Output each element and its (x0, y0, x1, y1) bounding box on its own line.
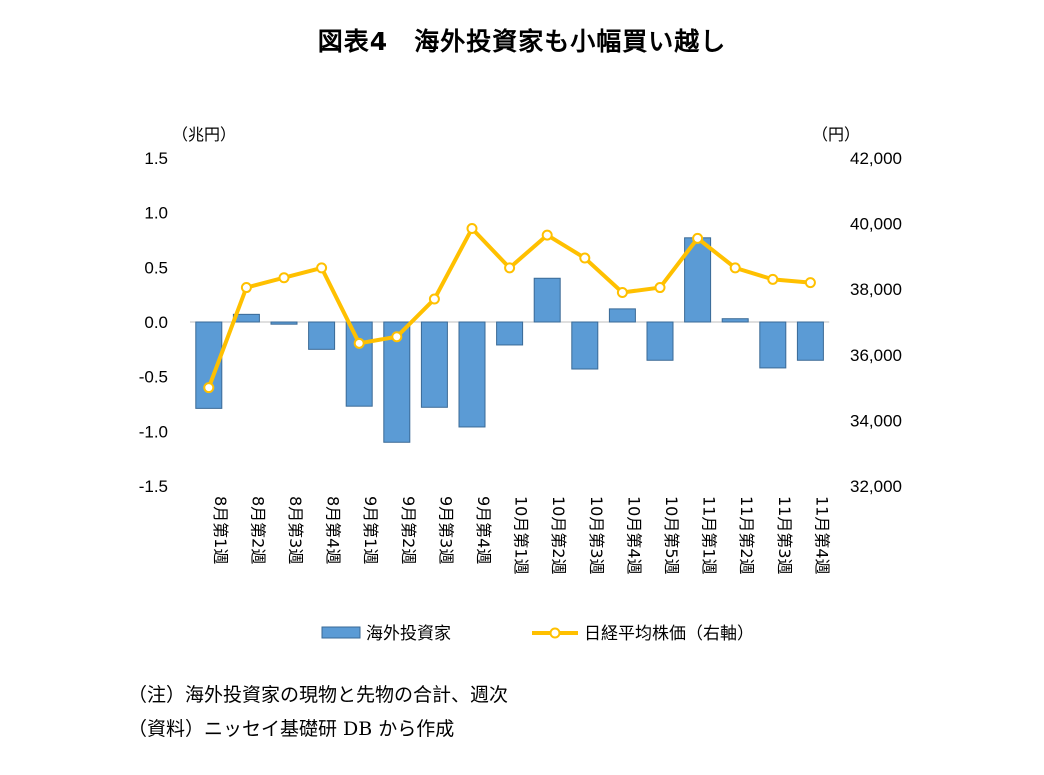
bar (308, 321, 336, 350)
x-category-label: 8月第4週 (324, 496, 343, 564)
bar (533, 277, 561, 323)
x-category-label: 10月第3週 (587, 496, 606, 575)
line-point (203, 382, 215, 394)
x-category-label: 9月第3週 (436, 496, 455, 564)
legend-bar-label: 海外投資家 (366, 624, 451, 644)
x-category-label: 11月第4週 (812, 496, 831, 575)
bar (420, 321, 448, 408)
left-tick-label: 1.0 (144, 204, 168, 223)
line-point (654, 282, 666, 294)
nikkei-line (206, 226, 811, 389)
legend-line-label: 日経平均株価（右軸） (584, 624, 754, 644)
line-point (316, 262, 328, 274)
left-tick-label: -1.0 (139, 422, 168, 441)
line-point (579, 252, 591, 264)
bar (796, 321, 824, 361)
line-point (767, 273, 779, 285)
bar (646, 321, 674, 361)
legend-bar-swatch (321, 626, 361, 639)
left-tick-label: -0.5 (139, 368, 168, 387)
right-axis-unit: （円） (812, 125, 860, 144)
line-point (353, 337, 365, 349)
bar (496, 321, 524, 346)
chart-title: 図表4 海外投資家も小幅買い越し (317, 27, 727, 56)
right-tick-label: 32,000 (850, 477, 902, 496)
line-point (504, 262, 516, 274)
line-point (692, 232, 704, 244)
legend-line-marker (549, 627, 561, 639)
bar (458, 321, 486, 428)
line-point (391, 331, 403, 343)
x-category-label: 10月第2週 (549, 496, 568, 575)
right-tick-label: 42,000 (850, 149, 902, 168)
line-point (616, 286, 628, 298)
notes: （注）海外投資家の現物と先物の合計、週次 （資料）ニッセイ基礎研 DB から作成 (128, 678, 508, 746)
x-category-labels: 8月第1週 8月第2週 8月第3週 8月第4週 9月第1週 9月第2週 9月第3週 9月第4週… (211, 496, 832, 575)
x-category-label: 10月第4週 (624, 496, 643, 575)
left-tick-label: 0.5 (144, 258, 168, 277)
chart: （兆円） （円） 1.5 1.0 0.5 0.0 -0.5 -1.0 -1.5 42,000… (139, 125, 902, 644)
bar (571, 321, 599, 370)
line-point (541, 229, 553, 241)
line-point (240, 282, 252, 294)
line-point (466, 223, 478, 235)
legend: 海外投資家 日経平均株価（右軸） (321, 624, 754, 644)
x-category-label: 9月第4週 (474, 496, 493, 564)
line-series (203, 223, 816, 394)
x-category-label: 10月第1週 (512, 496, 531, 575)
line-point (428, 293, 440, 305)
x-category-label: 10月第5週 (662, 496, 681, 575)
line-point (804, 277, 816, 289)
left-tick-label: -1.5 (139, 477, 168, 496)
left-axis-unit: （兆円） (172, 125, 236, 144)
left-axis-ticks: 1.5 1.0 0.5 0.0 -0.5 -1.0 -1.5 (139, 149, 168, 496)
x-category-label: 11月第3週 (775, 496, 794, 575)
line-point (278, 272, 290, 284)
x-category-label: 9月第1週 (361, 496, 380, 564)
x-category-label: 8月第1週 (211, 496, 230, 564)
bar-series (195, 237, 824, 443)
left-tick-label: 0.0 (144, 313, 168, 332)
right-tick-label: 40,000 (850, 215, 902, 234)
bar (345, 321, 373, 407)
right-tick-label: 36,000 (850, 346, 902, 365)
right-tick-label: 38,000 (850, 280, 902, 299)
bar (270, 321, 298, 325)
line-point (729, 262, 741, 274)
right-axis-ticks: 42,000 40,000 38,000 36,000 34,000 32,000 (850, 149, 902, 496)
x-category-label: 11月第2週 (737, 496, 756, 575)
x-category-label: 11月第1週 (700, 496, 719, 575)
note-line: （資料）ニッセイ基礎研 DB から作成 (128, 718, 455, 740)
bar (721, 318, 749, 323)
bar (759, 321, 787, 369)
left-tick-label: 1.5 (144, 149, 168, 168)
x-category-label: 9月第2週 (399, 496, 418, 564)
x-category-label: 8月第3週 (286, 496, 305, 564)
bar (608, 308, 636, 323)
right-tick-label: 34,000 (850, 411, 902, 430)
note-line: （注）海外投資家の現物と先物の合計、週次 (128, 684, 509, 706)
x-category-label: 8月第2週 (248, 496, 267, 564)
